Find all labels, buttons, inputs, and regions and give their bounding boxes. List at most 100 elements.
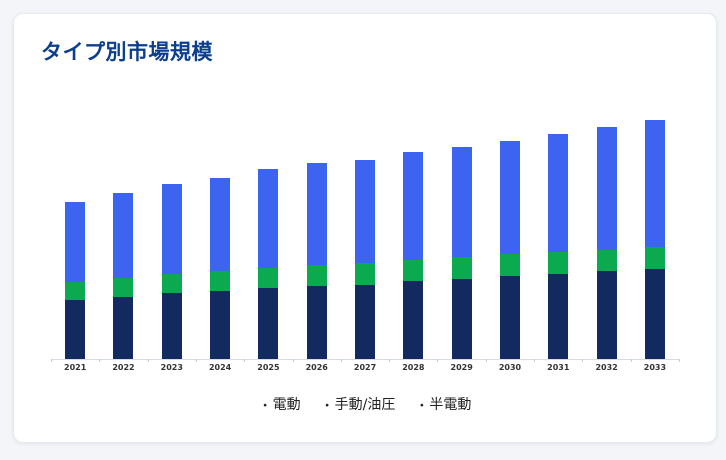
bar-column [244, 109, 292, 359]
bar-column [196, 109, 244, 359]
bar-segment[interactable] [548, 274, 569, 359]
bar-column [148, 109, 196, 359]
axis-tick [534, 359, 535, 362]
x-axis-label: 2024 [208, 363, 232, 372]
bar-column [582, 109, 630, 359]
bar-segment[interactable] [210, 178, 231, 271]
bar-column [389, 109, 437, 359]
bar-segment[interactable] [596, 271, 617, 359]
stacked-bar[interactable] [596, 127, 617, 359]
x-axis-label: 2033 [643, 363, 667, 372]
bar-segment[interactable] [65, 202, 86, 282]
page-title: タイプ別市場規模 [41, 40, 213, 64]
bar-segment[interactable] [113, 297, 134, 359]
bar-segment[interactable] [113, 278, 134, 297]
stacked-bar[interactable] [306, 163, 327, 359]
bar-segment[interactable] [161, 274, 182, 293]
x-axis-label: 2030 [498, 363, 522, 372]
x-axis-label: 2023 [160, 363, 183, 372]
bar-segment[interactable] [596, 127, 617, 250]
x-axis-label: 2029 [450, 363, 473, 372]
x-axis-label: 2028 [402, 363, 425, 372]
bar-segment[interactable] [161, 184, 182, 274]
bar-segment[interactable] [499, 141, 520, 254]
bar-column [486, 109, 534, 359]
legend-item-label: 半電動 [429, 397, 472, 413]
x-axis-labels: 2021 2022 2023 2024 2025 2026 2027 2028 2029 2030… [51, 363, 679, 372]
x-axis-label: 2027 [353, 363, 377, 372]
bar-segment[interactable] [65, 300, 86, 359]
bar-segment[interactable] [499, 254, 520, 276]
bar-segment[interactable] [210, 291, 231, 359]
axis-tick [99, 359, 100, 362]
bar-segment[interactable] [499, 276, 520, 359]
legend-bullet-icon: ・ [415, 398, 429, 414]
x-axis-label: 2021 [64, 363, 87, 372]
bar-column [631, 109, 679, 359]
legend-item-semi-electric[interactable]: ・ 半電動 [415, 394, 471, 414]
legend-item-manual-hydraulic[interactable]: ・ 手動/油圧 [321, 394, 396, 414]
bar-segment[interactable] [355, 285, 376, 359]
legend-item-electric[interactable]: ・ 電動 [259, 394, 301, 414]
bar-segment[interactable] [644, 247, 665, 269]
x-axis-ticks [51, 359, 680, 363]
chart-legend: ・ 電動 ・ 手動/油圧 ・ 半電動 [14, 394, 716, 414]
bar-segment[interactable] [403, 152, 424, 260]
x-axis-label: 2032 [595, 363, 618, 372]
bar-segment[interactable] [451, 147, 472, 257]
x-axis-label: 2026 [305, 363, 328, 372]
stacked-bar[interactable] [210, 178, 231, 359]
bar-segment[interactable] [644, 120, 665, 247]
legend-bullet-icon: ・ [320, 398, 334, 414]
bar-segment[interactable] [355, 160, 376, 263]
bar-segment[interactable] [161, 293, 182, 359]
axis-tick [51, 359, 52, 362]
legend-item-label: 手動/油圧 [334, 397, 396, 413]
bar-segment[interactable] [113, 193, 134, 278]
axis-tick [293, 359, 294, 362]
axis-tick [341, 359, 342, 362]
bar-column [534, 109, 582, 359]
axis-tick [631, 359, 632, 362]
bar-segment[interactable] [596, 250, 617, 271]
stacked-bar[interactable] [113, 193, 134, 359]
axis-tick [148, 359, 149, 362]
legend-item-label: 電動 [272, 397, 301, 413]
stacked-bar[interactable] [451, 147, 472, 359]
bar-column [99, 109, 147, 359]
x-axis-label: 2022 [112, 363, 135, 372]
bar-segment[interactable] [403, 260, 424, 281]
bar-segment[interactable] [306, 265, 327, 286]
bar-segment[interactable] [210, 271, 231, 291]
axis-tick [389, 359, 390, 362]
bar-segment[interactable] [403, 281, 424, 359]
axis-tick [582, 359, 583, 362]
stacked-bar[interactable] [499, 141, 520, 359]
axis-tick [244, 359, 245, 362]
bar-column [438, 109, 486, 359]
bar-segment[interactable] [306, 286, 327, 359]
stacked-bar[interactable] [644, 120, 665, 359]
bar-column [341, 109, 389, 359]
bar-segment[interactable] [451, 257, 472, 279]
stacked-bar[interactable] [258, 169, 279, 359]
bar-segment[interactable] [548, 252, 569, 274]
bar-segment[interactable] [451, 279, 472, 359]
stacked-bar[interactable] [548, 134, 569, 359]
bar-segment[interactable] [306, 163, 327, 265]
stacked-bar[interactable] [355, 160, 376, 359]
bar-segment[interactable] [258, 268, 279, 288]
plot-area [51, 109, 679, 360]
bar-segment[interactable] [258, 169, 279, 268]
stacked-bar[interactable] [403, 152, 424, 359]
stacked-bar[interactable] [65, 202, 86, 359]
bar-segment[interactable] [548, 134, 569, 252]
chart-card: タイプ別市場規模 2021 2022 2023 2024 2025 2026 2027 202… [13, 13, 717, 443]
axis-tick [486, 359, 487, 362]
stacked-bar[interactable] [161, 184, 182, 359]
bar-segment[interactable] [65, 282, 86, 300]
bar-segment[interactable] [355, 263, 376, 285]
bar-segment[interactable] [258, 288, 279, 359]
bar-segment[interactable] [644, 269, 665, 359]
